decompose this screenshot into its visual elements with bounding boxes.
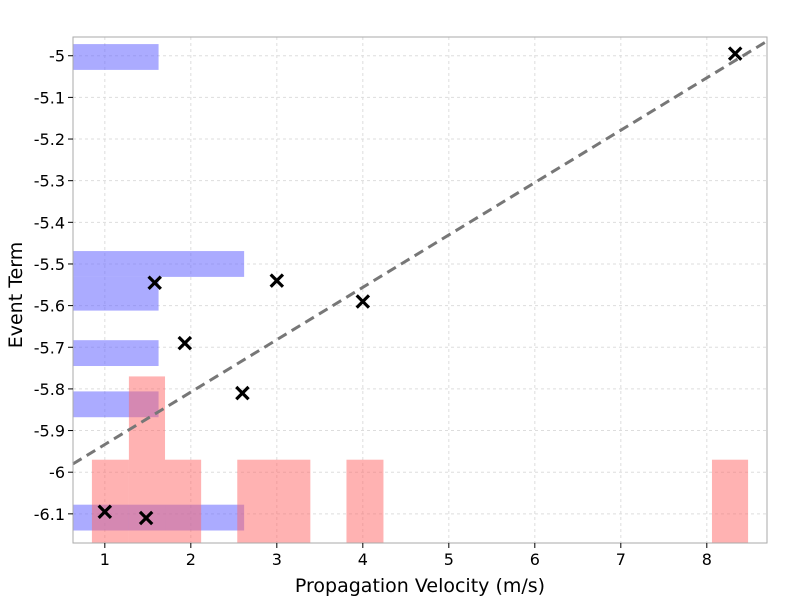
y-tick-label: -5.6	[34, 297, 65, 316]
y-tick-label: -5.3	[34, 172, 65, 191]
y-tick-label: -5	[49, 47, 65, 66]
data-point	[138, 510, 154, 526]
fit-line-group	[72, 39, 768, 466]
y-histogram-bar	[73, 44, 159, 70]
y-tick-label: -5.2	[34, 130, 65, 149]
y-histogram-bar	[73, 340, 159, 367]
data-point	[727, 46, 743, 61]
plot-frame	[72, 36, 768, 544]
x-tick-label: 1	[100, 550, 110, 569]
x-tick-label: 2	[186, 550, 196, 569]
y-histogram-bar	[73, 276, 159, 311]
x-histogram-bar	[711, 459, 749, 543]
y-tick-label: -6.1	[34, 505, 65, 524]
y-tick-label: -5.9	[34, 422, 65, 441]
x-axis-title: Propagation Velocity (m/s)	[295, 575, 545, 597]
data-points	[97, 46, 743, 526]
x-histogram-bar	[237, 459, 311, 543]
data-point	[269, 273, 285, 288]
x-tick-label: 4	[358, 550, 368, 569]
x-axis-ticks: 1 2 3 4 5 6 7 8	[100, 543, 712, 569]
x-histogram-bar	[346, 459, 384, 543]
y-axis-title: Event Term	[5, 242, 27, 349]
y-tick-label: -5.4	[34, 213, 65, 232]
y-tick-label: -5.7	[34, 338, 65, 357]
data-point	[355, 294, 371, 309]
data-point	[177, 335, 193, 351]
y-tick-label: -5.8	[34, 380, 65, 399]
x-tick-label: 3	[272, 550, 282, 569]
x-histogram-bar	[91, 459, 129, 543]
fit-line	[72, 39, 768, 466]
x-tick-label: 6	[530, 550, 540, 569]
y-tick-label: -6	[49, 463, 65, 482]
x-tick-label: 7	[616, 550, 626, 569]
data-point	[97, 504, 113, 520]
x-tick-label: 8	[702, 550, 712, 569]
data-point	[235, 385, 250, 401]
x-histogram-bar	[165, 459, 202, 543]
data-point	[147, 275, 162, 290]
x-tick-label: 5	[444, 550, 454, 569]
y-histogram-bar	[73, 251, 245, 277]
y-axis-ticks: -5 -5.1 -5.2 -5.3 -5.4 -5.5 -5.6 -5.7 -5.8 -5.9 -6…	[34, 47, 73, 524]
y-tick-label: -5.1	[34, 88, 65, 107]
x-histogram	[91, 376, 749, 543]
y-tick-label: -5.5	[34, 255, 65, 274]
